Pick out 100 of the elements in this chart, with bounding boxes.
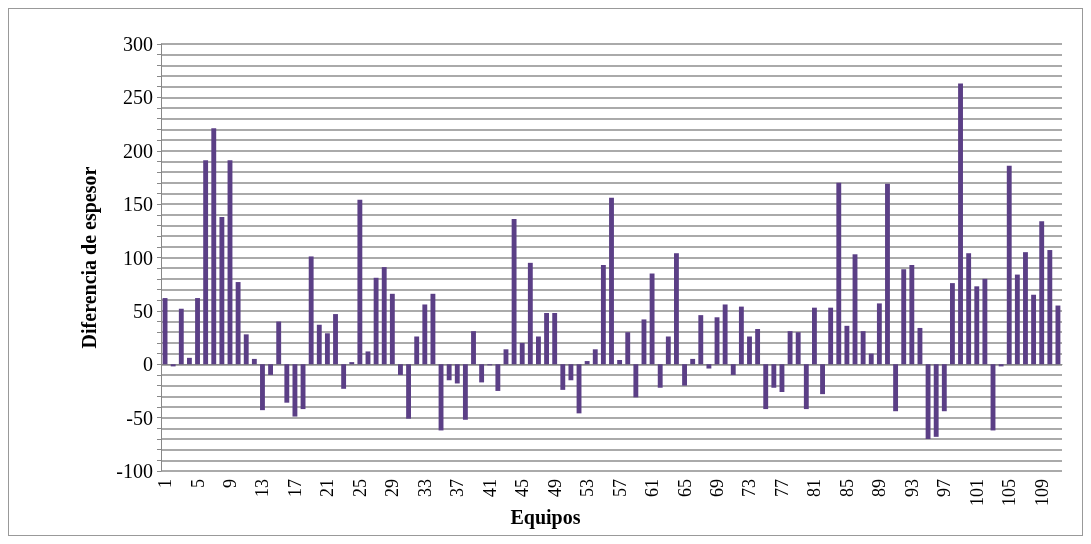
bar	[1047, 250, 1053, 365]
bar	[389, 293, 395, 365]
bar	[560, 364, 566, 390]
bar	[276, 321, 282, 365]
bar	[1006, 165, 1012, 365]
x-tick-label: 97	[934, 479, 955, 497]
bar	[584, 361, 590, 365]
bar	[698, 315, 704, 365]
bar	[341, 364, 347, 389]
y-tick-label: 50	[133, 299, 153, 322]
bar	[511, 219, 517, 365]
bar	[738, 306, 744, 365]
bar	[446, 364, 452, 381]
x-tick-label: 69	[707, 479, 728, 497]
x-tick-label: 49	[544, 479, 565, 497]
bar	[1023, 252, 1028, 365]
bar	[665, 336, 671, 365]
bar	[552, 313, 558, 365]
bar	[820, 364, 825, 395]
bar	[836, 182, 842, 365]
x-tick-label: 77	[771, 479, 792, 497]
x-axis-title: Equipos	[510, 506, 581, 529]
bar	[600, 264, 606, 365]
bar	[1031, 294, 1037, 365]
bar	[1039, 221, 1045, 365]
bar	[682, 364, 687, 386]
bar	[479, 364, 485, 383]
bar	[219, 216, 225, 365]
bar	[828, 307, 834, 365]
bar	[349, 362, 355, 365]
bar	[260, 364, 265, 411]
bar	[901, 269, 907, 365]
bar	[755, 329, 761, 365]
bar	[495, 364, 501, 391]
x-tick-label: 85	[836, 479, 857, 497]
bar	[722, 304, 728, 365]
bar	[966, 253, 972, 365]
bar	[657, 364, 663, 388]
bar	[406, 364, 412, 419]
y-tick-label: 250	[123, 86, 153, 109]
bar	[592, 349, 598, 365]
bar	[536, 336, 541, 365]
bar	[811, 307, 817, 365]
bar	[787, 331, 793, 365]
bar	[454, 364, 460, 384]
bar	[747, 336, 752, 365]
bar	[430, 293, 436, 365]
y-tick-label: 200	[123, 139, 153, 162]
y-axis-title: Diferencia de espesor	[78, 166, 101, 349]
x-tick-label: 17	[284, 479, 305, 497]
bar	[893, 364, 899, 412]
x-tick-label: 37	[447, 479, 468, 497]
bar	[876, 303, 882, 365]
x-tick-label: 21	[317, 479, 338, 497]
y-tick-label: -100	[116, 460, 153, 482]
y-tick-label: 0	[143, 353, 153, 376]
bar	[885, 183, 890, 365]
x-tick-label: 9	[220, 479, 240, 488]
bar	[690, 358, 696, 365]
bar	[308, 256, 314, 365]
bar	[333, 314, 338, 365]
bar	[324, 333, 330, 365]
bar	[803, 364, 809, 410]
bar	[195, 298, 200, 365]
bar	[471, 331, 476, 365]
x-tick-label: 109	[1031, 479, 1052, 506]
bar	[909, 264, 915, 365]
bar	[706, 364, 712, 369]
bar	[844, 325, 850, 365]
x-tick-label: 73	[739, 479, 760, 497]
bar	[268, 364, 274, 375]
bar	[795, 332, 801, 365]
bar	[527, 262, 533, 365]
bar	[925, 364, 931, 439]
y-tick-label: 100	[123, 246, 153, 269]
bar	[178, 308, 184, 365]
x-tick-label: 5	[187, 479, 208, 488]
bar	[203, 160, 209, 365]
bar	[941, 364, 947, 412]
x-tick-label: 41	[479, 479, 500, 497]
bar	[998, 364, 1004, 367]
x-tick-label: 89	[869, 479, 890, 497]
bar	[381, 267, 387, 365]
bar	[211, 128, 217, 365]
bar	[235, 282, 241, 365]
bar	[186, 357, 192, 365]
bar	[763, 364, 769, 410]
bar	[292, 364, 298, 417]
bar	[170, 364, 176, 367]
bar	[462, 364, 468, 420]
x-tick-label: 25	[349, 479, 370, 497]
x-tick-label: 93	[901, 479, 922, 497]
bar	[519, 342, 525, 365]
bar	[251, 358, 257, 365]
bar	[860, 331, 866, 365]
bar	[974, 286, 980, 365]
bar	[414, 336, 420, 365]
bar	[544, 313, 549, 365]
y-tick-label: 150	[123, 193, 153, 216]
bar	[625, 332, 631, 365]
